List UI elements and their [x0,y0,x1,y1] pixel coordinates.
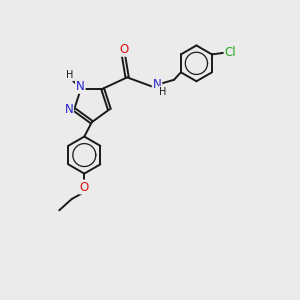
Text: N: N [64,103,73,116]
Text: N: N [76,80,85,93]
Text: O: O [80,181,89,194]
Text: N: N [153,78,161,92]
Text: H: H [159,87,166,97]
Text: O: O [119,43,129,56]
Text: H: H [66,70,73,80]
Text: Cl: Cl [225,46,236,59]
